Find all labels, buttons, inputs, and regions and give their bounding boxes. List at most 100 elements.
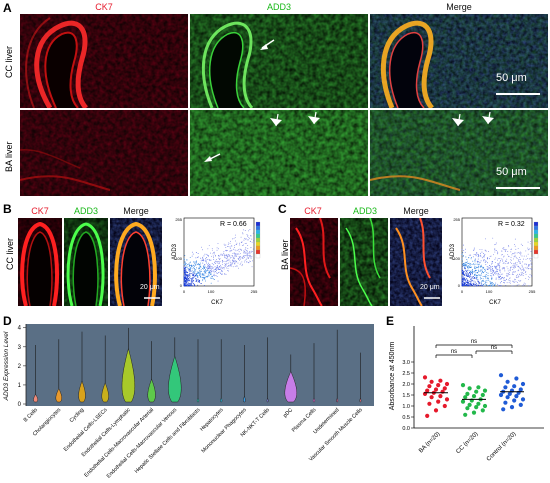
coloc-point [229,246,231,248]
coloc-point [503,279,505,281]
coloc-point [494,272,496,273]
coloc-point [214,260,216,262]
coloc-point [226,260,228,262]
ytick-b-1: 100 [175,256,182,261]
coloc-point [236,265,238,267]
abs-point [498,373,504,378]
coloc-point [202,274,204,276]
absorbance-ylabel: Absorbance at 450nm [389,342,396,411]
coloc-point [470,267,472,269]
coloc-colorbar-cell [255,241,261,247]
coloc-point [489,265,491,267]
coloc-point [500,278,502,280]
violin-category-label: Cycling [69,407,86,424]
coloc-point [495,278,497,280]
coloc-point [484,261,486,263]
micro-b-merge: 20 μm [110,218,162,306]
coloc-point [190,283,192,285]
coloc-point [463,272,464,274]
coloc-point [481,269,483,271]
coloc-point [490,282,492,284]
coloc-point [197,272,198,274]
coloc-point [213,269,215,271]
coloc-point [514,262,516,264]
ytick-b-0: 0 [180,283,183,288]
abs-point [518,402,523,407]
coloc-point [521,269,523,271]
coloc-point [241,241,243,243]
coloc-point [227,259,229,261]
coloc-point [482,280,484,282]
coloc-point [197,257,199,258]
coloc-point [484,280,486,282]
coloc-point [484,276,486,277]
coloc-point [247,257,249,259]
coloc-point [495,242,497,244]
coloc-point [530,275,532,276]
coloc-point [521,245,523,246]
coloc-point [244,255,246,257]
coloc-point [237,248,239,250]
coloc-point [497,268,499,270]
coloc-point [499,271,501,273]
coloc-point [206,257,208,259]
coloc-point [237,249,239,251]
coloc-point [470,281,472,283]
coloc-point [241,265,243,267]
coloc-point [469,272,470,274]
coloc-point [466,264,468,266]
coloc-point [501,254,503,256]
coloc-point [197,256,199,258]
ytick-c-2: 255 [453,217,460,222]
coloc-point [207,270,209,272]
coloc-point [187,280,189,281]
coloc-point [198,273,200,275]
coloc-point [525,270,527,272]
coloc-point [517,270,519,272]
coloc-point [225,273,227,275]
coloc-point [519,251,521,253]
coloc-point [226,249,227,251]
coloc-point [204,253,206,255]
coloc-point [209,273,211,275]
xtick-b-2: 255 [251,289,258,294]
coloc-point [529,274,531,276]
coloc-point [234,246,235,248]
coloc-point [196,276,198,278]
coloc-point [488,279,490,281]
coloc-point [195,261,197,263]
coloc-point [185,271,187,273]
coloc-point [474,258,476,260]
coloc-point [238,251,240,253]
coloc-point [240,262,242,264]
coloc-point [208,267,210,269]
coloc-point [209,263,210,265]
coloc-point [516,275,518,276]
coloc-point [251,256,253,257]
coloc-point [233,238,235,240]
coloc-point [228,259,230,261]
coloc-point [514,271,516,273]
coloc-point [522,261,524,263]
abs-point [512,398,517,403]
coloc-point [485,283,487,285]
coloc-point [468,262,469,264]
coloc-point [206,276,208,278]
coloc-point [495,273,497,275]
coloc-point [519,252,521,254]
coloc-svg-b: R = 0.66 CK7 ADD3 0 100 255 0 100 255 [172,217,261,306]
coloc-point [479,270,481,272]
coloc-point [525,283,526,285]
coloc-point [519,261,521,263]
coloc-point [523,269,525,271]
coloc-point [219,258,221,260]
coloc-point [519,258,521,260]
coloc-point [523,284,525,286]
coloc-point [471,277,473,279]
coloc-point [506,260,507,262]
coloc-point [490,278,492,280]
coloc-point [470,272,472,273]
violin-13 [312,397,316,403]
coloc-point [507,270,509,272]
abs-point [509,405,515,410]
